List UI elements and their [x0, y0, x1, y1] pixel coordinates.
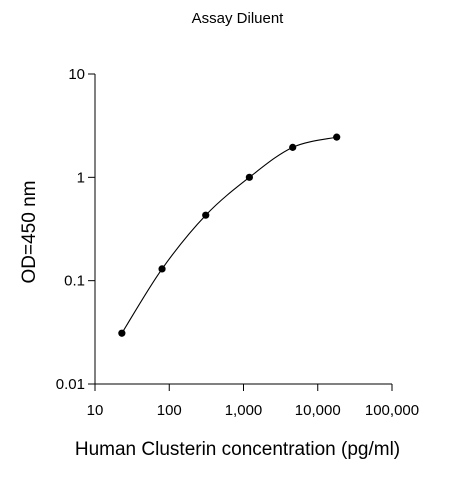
x-tick-label: 100,000: [365, 402, 419, 419]
series-line: [121, 136, 337, 334]
data-point: [245, 173, 253, 181]
x-tick-label: 10,000: [295, 402, 341, 419]
y-tick-label: 0.01: [56, 376, 85, 393]
data-point: [158, 265, 166, 273]
chart-title: Assay Diluent: [191, 10, 284, 27]
data-point: [202, 211, 210, 219]
y-tick-label: 10: [68, 66, 85, 83]
data-point: [333, 133, 341, 141]
x-axis-label: Human Clusterin concentration (pg/ml): [74, 439, 401, 460]
y-tick-label: 1: [77, 169, 85, 186]
y-tick-label: 0.1: [64, 273, 85, 290]
x-tick-label: 10: [87, 402, 104, 419]
x-tick-label: 1,000: [225, 402, 263, 419]
data-point: [289, 143, 297, 151]
data-point: [118, 329, 126, 337]
x-tick-label: 100: [157, 402, 182, 419]
